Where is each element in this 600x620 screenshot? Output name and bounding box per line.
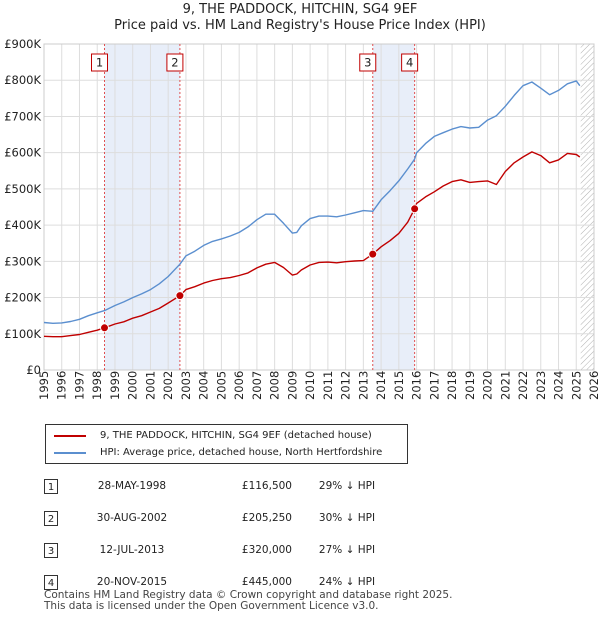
legend-swatch-hpi [54,452,86,454]
sale-hpi-diff: 27% ↓ HPI [318,544,376,556]
sale-label-box [91,53,108,72]
y-tick-label: £800K [4,73,41,87]
x-tick-label: 2014 [374,371,388,400]
x-tick-label: 2020 [481,371,495,400]
x-tick-label: 2025 [569,371,583,400]
plot-frame [43,43,595,371]
x-tick-label: 2000 [126,371,140,400]
sale-label-number: 3 [364,56,371,70]
y-tick-label: £700K [4,109,41,123]
x-tick-label: 2003 [179,371,193,400]
sale-hpi-diff: 29% ↓ HPI [318,480,376,492]
x-tick-label: 2006 [232,371,246,400]
price-chart: £0 £100K £200K £300K £400K £500K £600K £700K £80… [4,37,600,400]
table-row: 1 28-MAY-1998 £116,500 29% ↓ HPI [44,470,402,502]
sale-label-box [359,53,377,72]
y-tick-label: £100K [4,327,41,341]
sale-price: £320,000 [241,544,292,556]
y-tick-label: £0 [26,363,41,377]
sale-number: 4 [44,574,58,590]
x-tick-label: 2016 [410,371,424,400]
x-tick-label: 2009 [285,371,299,400]
sale-date: 20-NOV-2015 [96,576,168,588]
sale-label-number: 4 [406,56,413,70]
sale-date: 12-JUL-2013 [99,544,165,556]
sale-label-number: 2 [171,56,178,70]
x-tick-label: 1998 [90,371,104,400]
sale-price: £116,500 [241,480,292,492]
legend-label-hpi: HPI: Average price, detached house, Nort… [100,447,383,458]
sale-point [410,204,420,214]
x-tick-label: 2023 [534,371,548,400]
x-tick-label: 2012 [339,371,353,400]
legend: 9, THE PADDOCK, HITCHIN, SG4 9EF (detach… [45,424,408,464]
x-tick-label: 2026 [587,371,600,400]
y-tick-label: £400K [4,218,41,232]
table-row: 4 20-NOV-2015 £445,000 24% ↓ HPI [44,566,402,598]
series-line-hpi [43,80,581,324]
x-tick-label: 2010 [303,371,317,400]
x-tick-label: 2021 [498,371,512,400]
x-tick-label: 2018 [445,371,459,400]
series-line-property [43,151,581,338]
transactions-table: 1 28-MAY-1998 £116,500 29% ↓ HPI 2 30-AU… [44,470,402,598]
legend-label-property: 9, THE PADDOCK, HITCHIN, SG4 9EF (detach… [100,430,372,441]
table-row: 3 12-JUL-2013 £320,000 27% ↓ HPI [44,534,402,566]
x-tick-label: 2007 [250,371,264,400]
legend-swatch-property [54,435,86,437]
x-tick-label: 2011 [321,371,335,400]
sale-point [100,323,109,333]
y-tick-label: £300K [4,254,41,268]
future-hatch [580,44,594,370]
sale-number: 3 [44,542,58,558]
sale-hpi-diff: 30% ↓ HPI [318,512,376,524]
sale-number: 2 [44,510,58,526]
x-tick-label: 2017 [427,371,441,400]
sale-date: 28-MAY-1998 [97,480,167,492]
table-row: 2 30-AUG-2002 £205,250 30% ↓ HPI [44,502,402,534]
x-tick-label: 2004 [197,371,211,400]
sale-point [368,249,378,259]
x-tick-label: 2001 [143,371,157,400]
sale-hpi-diff: 24% ↓ HPI [318,576,376,588]
footer-licence: This data is licensed under the Open Gov… [44,600,379,612]
x-tick-label: 1997 [72,371,86,400]
x-tick-label: 1999 [108,371,122,400]
sale-label-number: 1 [96,56,103,70]
x-tick-label: 2002 [161,371,175,400]
x-tick-label: 2015 [392,371,406,400]
x-tick-label: 2022 [516,371,530,400]
sale-point [175,291,185,301]
footer-copyright: Contains HM Land Registry data © Crown c… [44,589,453,601]
y-tick-label: £500K [4,182,41,196]
y-tick-label: £200K [4,291,41,305]
x-tick-label: 1995 [37,371,51,400]
chart-subtitle: Price paid vs. HM Land Registry's House … [114,18,486,33]
footer: Contains HM Land Registry data © Crown c… [44,590,452,612]
chart-title-address: 9, THE PADDOCK, HITCHIN, SG4 9EF [182,2,418,17]
x-tick-label: 2024 [552,371,566,400]
x-tick-label: 2019 [463,371,477,400]
x-tick-label: 1996 [55,371,69,400]
x-tick-label: 2013 [356,371,370,400]
sale-label-box [401,53,419,72]
sale-price: £445,000 [241,576,292,588]
sale-number: 1 [44,478,58,494]
sale-price: £205,250 [241,512,292,524]
x-tick-label: 2005 [214,371,228,400]
y-tick-label: £600K [4,146,41,160]
x-tick-label: 2008 [268,371,282,400]
period-shade [372,44,415,370]
sale-label-box [166,53,184,72]
y-tick-label: £900K [4,37,41,51]
sale-date: 30-AUG-2002 [96,512,168,524]
